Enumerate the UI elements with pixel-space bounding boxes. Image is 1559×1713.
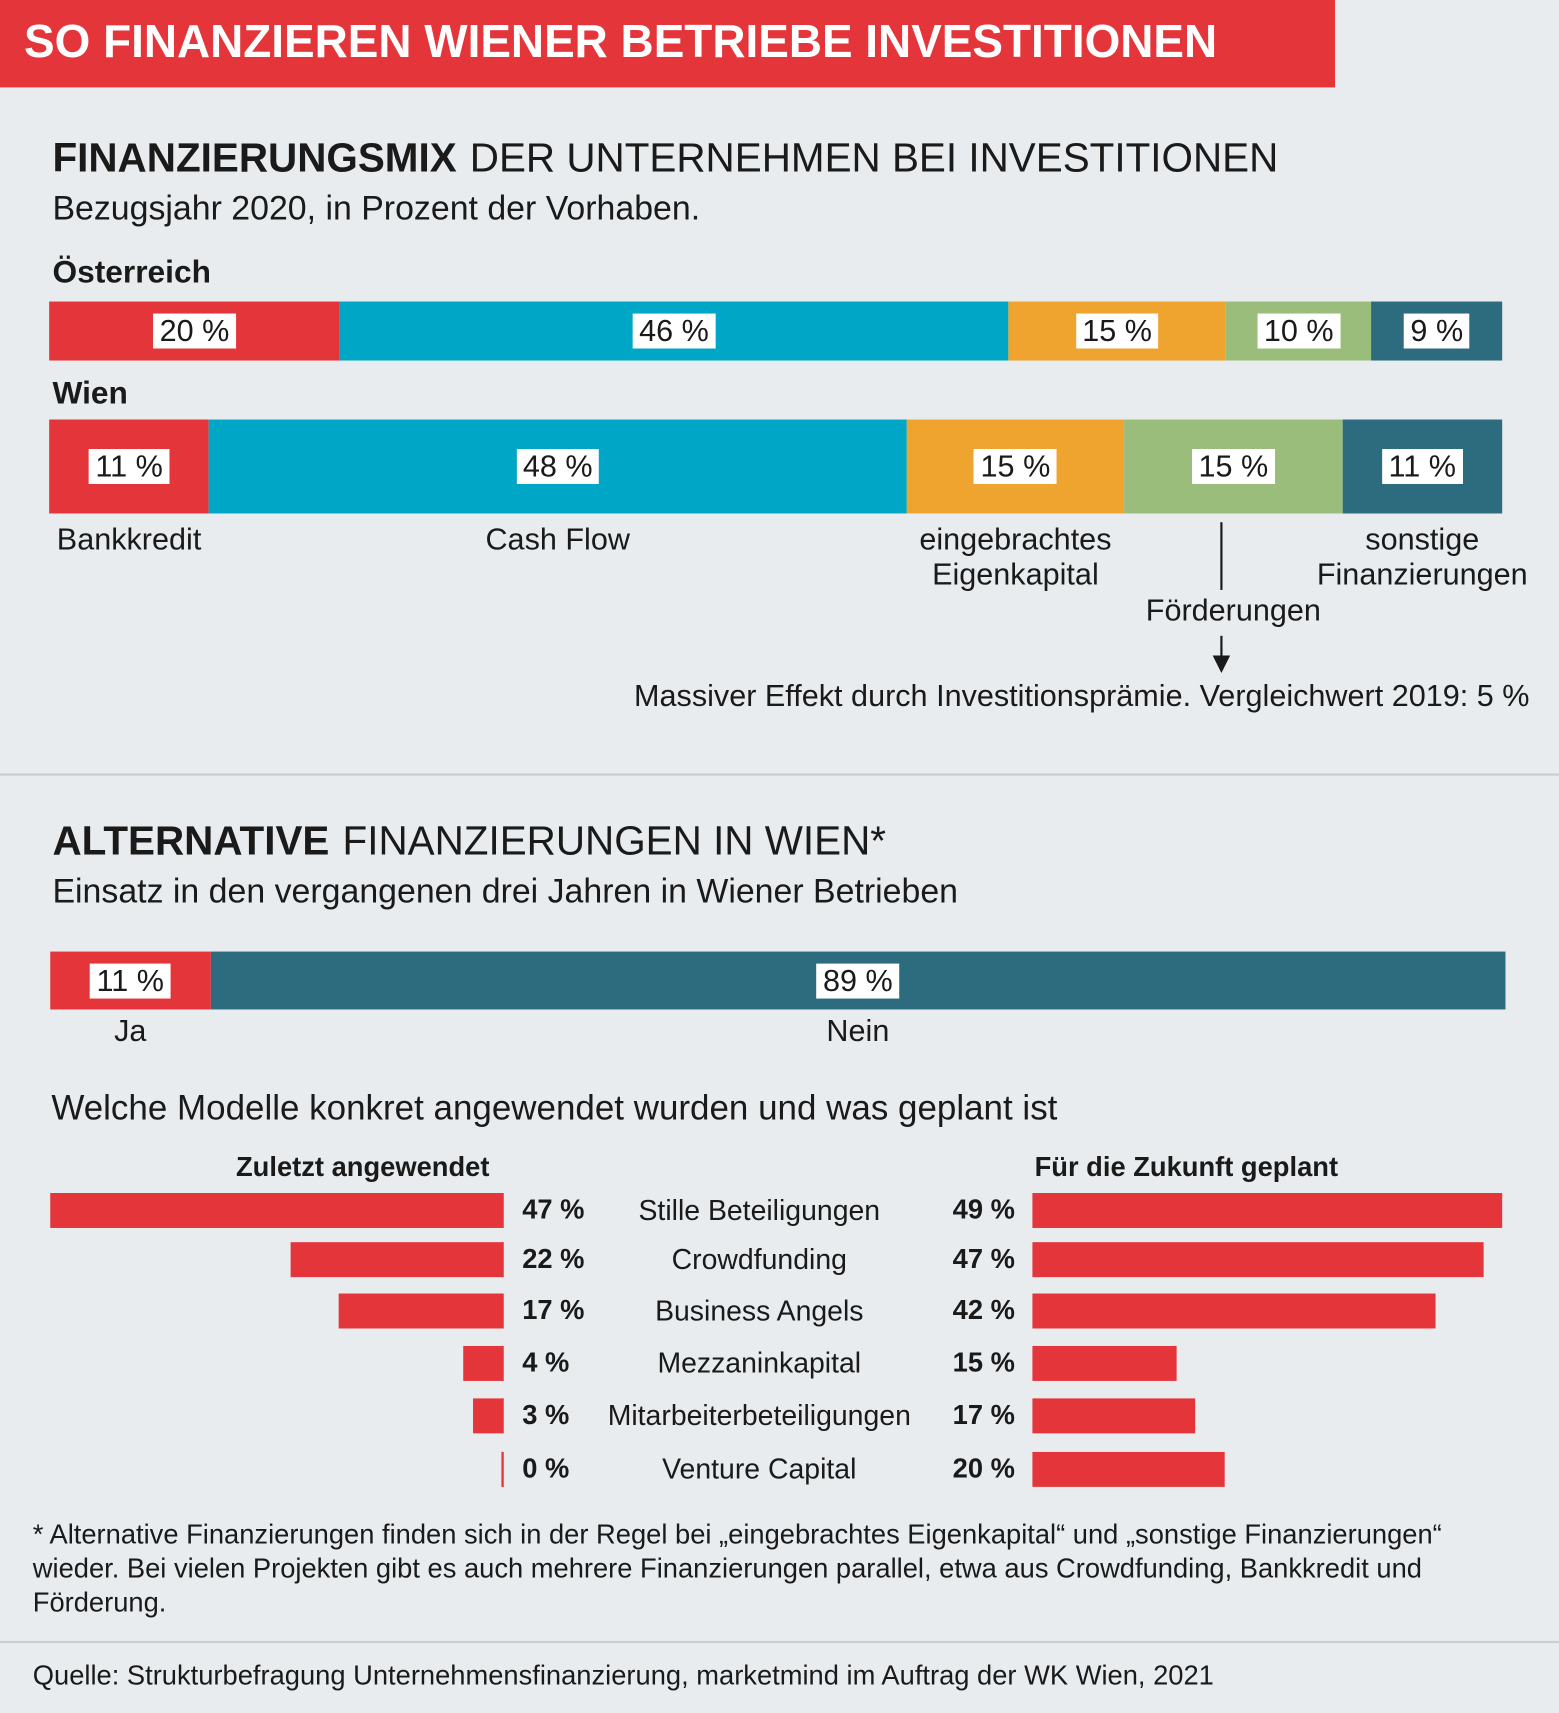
bar (1032, 1451, 1225, 1487)
category-label: Mitarbeiterbeteiligungen (607, 1398, 911, 1432)
category-label: Stille Beteiligungen (638, 1193, 881, 1227)
divider (0, 773, 1559, 776)
annotation: Massiver Effekt durch Investitionsprämie… (634, 678, 1530, 713)
legend-label: Bankkredit (56, 522, 202, 557)
value-label: 11 % (1381, 449, 1463, 484)
value-label: 22 % (522, 1243, 585, 1275)
value-label: 47 % (952, 1243, 1015, 1275)
value-label: 20 % (153, 313, 236, 349)
legend-label: eingebrachtes Eigenkapital (919, 522, 1112, 592)
bar (1032, 1345, 1177, 1381)
value-label: 17 % (522, 1295, 585, 1326)
header-bar (0, 0, 1336, 88)
callout-line (1220, 522, 1223, 590)
column-header: Zuletzt angewendet (235, 1152, 490, 1183)
bar (50, 1193, 504, 1228)
value-label: 47 % (522, 1194, 585, 1226)
bar (1032, 1193, 1503, 1228)
value-label: 48 % (516, 449, 600, 484)
bar (290, 1242, 504, 1278)
bar (1032, 1293, 1436, 1329)
chart-title: Welche Modelle konkret angewendet wurden… (51, 1087, 1058, 1127)
value-label: 46 % (632, 313, 716, 349)
footnote: * Alternative Finanzierungen finden sich… (32, 1519, 1442, 1618)
value-label: 15 % (1075, 313, 1159, 349)
value-label: 4 % (522, 1347, 570, 1379)
legend-label: sonstige Finanzierungen (1316, 522, 1528, 592)
arrow-head (1212, 655, 1231, 673)
section-title-bold: FINANZIERUNGSMIX (52, 135, 457, 181)
source: Quelle: Strukturbefragung Unternehmensfi… (32, 1660, 1214, 1692)
value-label: 17 % (952, 1400, 1015, 1431)
subtitle: Einsatz in den vergangenen drei Jahren i… (52, 871, 959, 911)
bar (338, 1293, 504, 1329)
section-title: DER UNTERNEHMEN BEI INVESTITIONEN (469, 135, 1279, 181)
value-label: 3 % (522, 1400, 570, 1431)
row-label: Wien (52, 376, 128, 412)
category-label: Crowdfunding (671, 1242, 847, 1276)
legend-label: Cash Flow (485, 522, 630, 557)
bar (501, 1451, 504, 1487)
arrow-line (1220, 635, 1223, 658)
value-label: 42 % (952, 1295, 1015, 1326)
bar (1032, 1242, 1484, 1278)
category-label: Mezzaninkapital (657, 1346, 862, 1380)
value-label: 15 % (952, 1347, 1015, 1379)
bar (1032, 1398, 1196, 1434)
column-header: Für die Zukunft geplant (1034, 1152, 1339, 1183)
header-title: SO FINANZIEREN WIENER BETRIEBE INVESTITI… (24, 15, 1218, 67)
value-label: 20 % (952, 1453, 1015, 1485)
category-label: Venture Capital (662, 1452, 857, 1486)
section-title: FINANZIERUNGEN IN WIEN* (342, 818, 887, 864)
value-label: 15 % (1191, 449, 1275, 484)
category-label: Business Angels (655, 1294, 864, 1327)
value-label: 15 % (973, 449, 1057, 484)
value-label: 89 % (816, 963, 900, 998)
legend-label: Förderungen (1145, 593, 1321, 628)
legend-label: Nein (826, 1013, 890, 1048)
value-label: 11 % (88, 449, 170, 484)
bar (472, 1398, 504, 1434)
value-label: 49 % (952, 1194, 1015, 1226)
subtitle: Bezugsjahr 2020, in Prozent der Vorhaben… (52, 189, 701, 228)
row-label: Österreich (52, 255, 211, 291)
value-label: 9 % (1403, 313, 1470, 349)
value-label: 0 % (522, 1453, 570, 1485)
bar (463, 1345, 504, 1381)
value-label: 10 % (1257, 313, 1341, 349)
legend-label: Ja (114, 1013, 147, 1048)
value-label: 11 % (89, 963, 171, 998)
section-title-bold: ALTERNATIVE (52, 818, 330, 864)
divider (0, 1640, 1559, 1644)
